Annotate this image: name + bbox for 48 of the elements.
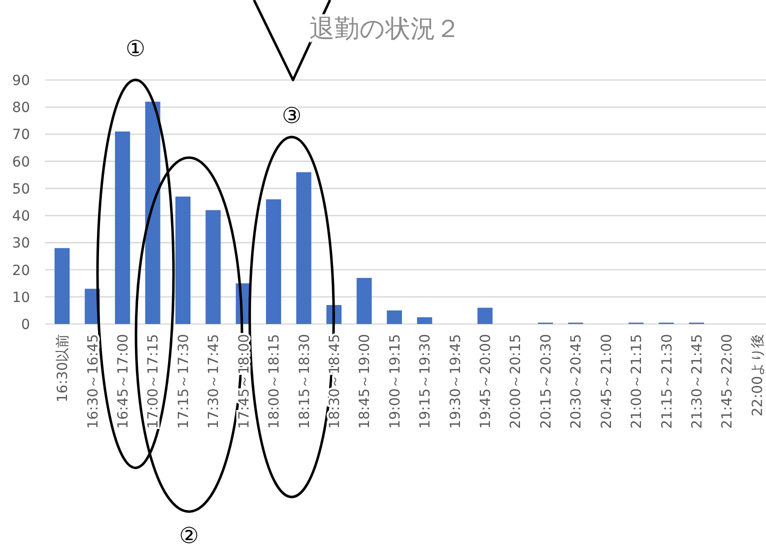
- y-tick-label: 20: [12, 262, 30, 279]
- x-tick-label: 21:15～21:30: [659, 334, 676, 429]
- bar: [175, 196, 190, 324]
- bar: [356, 278, 372, 324]
- x-tick-label: 17:15～17:30: [176, 334, 192, 429]
- y-tick-label: 60: [12, 154, 30, 170]
- x-tick-label: 22:00より後: [750, 334, 766, 416]
- x-tick-label: 18:45～19:00: [357, 334, 374, 429]
- annotation: ③: [282, 104, 302, 129]
- bar: [206, 210, 221, 324]
- x-tick-label: 17:30～17:45: [206, 334, 222, 429]
- y-tick-label: 90: [12, 73, 30, 89]
- x-tick-label: 19:45～20:00: [478, 334, 494, 429]
- y-tick-label: 50: [12, 181, 30, 198]
- x-tick-label: 17:00～17:15: [146, 334, 162, 429]
- x-tick-label: 18:15～18:30: [296, 334, 313, 429]
- x-tick-label: 20:00～20:15: [508, 334, 524, 429]
- x-tick-label: 16:45～17:00: [116, 334, 132, 429]
- bar: [54, 248, 70, 324]
- bar: [417, 317, 432, 324]
- y-tick-label: 40: [12, 208, 30, 225]
- y-tick-label: 10: [12, 290, 30, 306]
- bar: [266, 199, 282, 324]
- x-tick-label: 18:00～18:15: [266, 334, 283, 429]
- x-tick-label: 19:30～19:45: [448, 334, 464, 429]
- y-tick-label: 80: [12, 100, 30, 116]
- x-tick-label: 18:30～18:45: [326, 334, 343, 429]
- x-tick-label: 20:15～20:30: [538, 334, 554, 429]
- bar: [145, 102, 160, 324]
- y-tick-label: 0: [21, 317, 30, 333]
- x-tick-label: 16:30～16:45: [85, 334, 102, 429]
- y-tick-label: 30: [12, 236, 30, 252]
- x-tick-label: 20:30～20:45: [568, 334, 585, 429]
- bar: [477, 308, 493, 324]
- x-tick-label: 21:00～21:15: [629, 334, 646, 429]
- x-tick-label: 17:45～18:00: [236, 334, 252, 429]
- bar: [114, 132, 130, 324]
- text: ①: [126, 37, 146, 62]
- x-tick-label: 19:00～19:15: [387, 334, 404, 429]
- y-tick-label: 70: [12, 127, 30, 144]
- bar: [386, 310, 402, 324]
- x-tick-label: 20:45～21:00: [598, 334, 615, 429]
- x-tick-label: 21:30～21:45: [689, 334, 706, 429]
- x-tick-label: 19:15～19:30: [418, 334, 434, 429]
- x-tick-label: 21:45～22:00: [720, 334, 736, 429]
- text: ②: [179, 524, 199, 547]
- bar: [296, 172, 312, 324]
- x-tick-label: 16:30以前: [55, 334, 72, 402]
